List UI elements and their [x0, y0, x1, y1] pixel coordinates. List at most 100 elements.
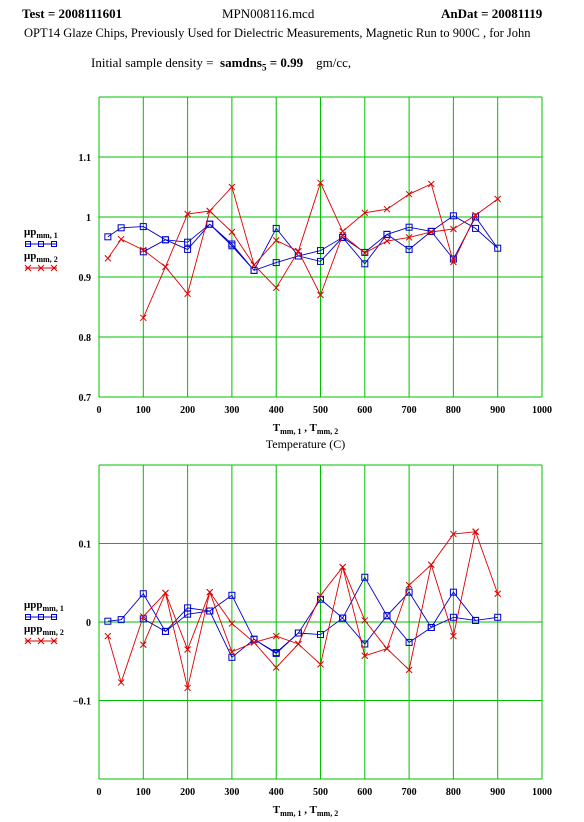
data-point [206, 207, 214, 215]
x-tick-label: 300 [224, 405, 239, 416]
data-point [184, 604, 192, 612]
x-tick-label: 100 [136, 787, 151, 798]
data-point [161, 236, 169, 244]
data-point [427, 623, 435, 631]
data-point [383, 645, 391, 653]
data-point [184, 238, 192, 246]
data-point [139, 314, 147, 322]
data-point [161, 627, 169, 635]
x-tick-label: 900 [490, 405, 505, 416]
data-point [383, 612, 391, 620]
data-point [405, 588, 413, 596]
data-point [449, 588, 457, 596]
x-tick-label: 600 [357, 787, 372, 798]
data-point [405, 223, 413, 231]
density-line: Initial sample density = samdns5 = 0.99 … [91, 55, 351, 73]
data-point [449, 212, 457, 220]
data-point [272, 237, 280, 244]
data-point [250, 639, 258, 646]
series-line [107, 530, 499, 689]
density-sub: 5 [261, 62, 267, 73]
data-point [405, 581, 413, 589]
data-point [472, 528, 479, 536]
data-point [184, 245, 192, 253]
data-point [206, 220, 214, 228]
series-line [107, 576, 498, 659]
series-1 [104, 573, 502, 661]
y-tick-label: 0.1 [79, 540, 92, 551]
x-tick-label: 300 [224, 787, 239, 798]
data-point [317, 247, 324, 255]
data-point [104, 632, 112, 640]
data-point [427, 228, 435, 236]
data-point [472, 616, 480, 624]
x-tick-label: 0 [97, 405, 102, 416]
chart-2: 0 100 200 300 400 500 600 700 800 900 1000 −0.1 0 0.1… [24, 464, 552, 818]
data-point [450, 225, 457, 233]
legend-marker [51, 241, 57, 247]
x-tick-label: 200 [180, 405, 195, 416]
data-point [494, 244, 502, 252]
data-point [139, 590, 147, 598]
legend-marker [25, 614, 31, 620]
data-point [317, 291, 324, 299]
file-name: MPN008116.mcd [222, 6, 315, 21]
y-tick-label: 0.9 [79, 273, 92, 284]
series-2 [104, 179, 502, 322]
density-value: = 0.99 [269, 55, 304, 70]
y-tick-label: −0.1 [73, 697, 91, 708]
data-point [361, 573, 369, 581]
data-point [361, 617, 369, 624]
data-point [228, 591, 236, 599]
analysis-date: AnDat = 20081119 [441, 6, 543, 21]
data-point [206, 607, 214, 615]
data-point [317, 591, 324, 599]
data-point [272, 649, 280, 657]
legend-marker [24, 264, 32, 272]
data-point [405, 190, 413, 198]
data-point [228, 648, 236, 656]
legend-marker [38, 241, 44, 247]
data-point [250, 261, 258, 269]
data-point [104, 233, 112, 241]
data-point [494, 613, 502, 621]
data-point [184, 684, 191, 692]
data-point [450, 258, 457, 266]
x-tick-label: 700 [402, 787, 417, 798]
data-point [117, 235, 125, 243]
data-point [104, 255, 112, 262]
data-point [472, 211, 479, 219]
x-tick-label: 900 [490, 787, 505, 798]
legend-marker [50, 264, 58, 272]
data-point [317, 631, 324, 639]
data-point [339, 563, 347, 571]
legend-marker [50, 637, 58, 645]
data-point [317, 661, 324, 668]
data-point [117, 224, 125, 232]
data-point [361, 249, 369, 257]
legend-label: μppmm, 1 [24, 599, 64, 613]
data-point [361, 209, 369, 217]
description: OPT14 Glaze Chips, Previously Used for D… [24, 26, 531, 40]
series-line [107, 215, 499, 272]
data-point [294, 629, 302, 637]
chart-1: 0 100 200 300 400 500 600 700 800 900 1000 0.7 0.8 0.… [24, 96, 552, 451]
y-tick-label: 0.7 [79, 393, 92, 404]
x-tick-label: 500 [313, 787, 328, 798]
data-point [494, 195, 502, 203]
data-point [162, 589, 169, 597]
data-point [405, 638, 413, 646]
data-point [383, 205, 391, 213]
x-tick-label: 800 [446, 787, 461, 798]
series-line [107, 181, 498, 318]
x-tick-label: 100 [136, 405, 151, 416]
density-label: Initial sample density = [91, 55, 214, 70]
legend-marker [37, 637, 45, 645]
data-point [228, 620, 236, 627]
series-1 [104, 212, 502, 274]
data-point [117, 679, 125, 686]
data-point [405, 234, 413, 241]
data-point [228, 183, 236, 191]
x-axis-title: Temperature (C) [266, 437, 345, 451]
